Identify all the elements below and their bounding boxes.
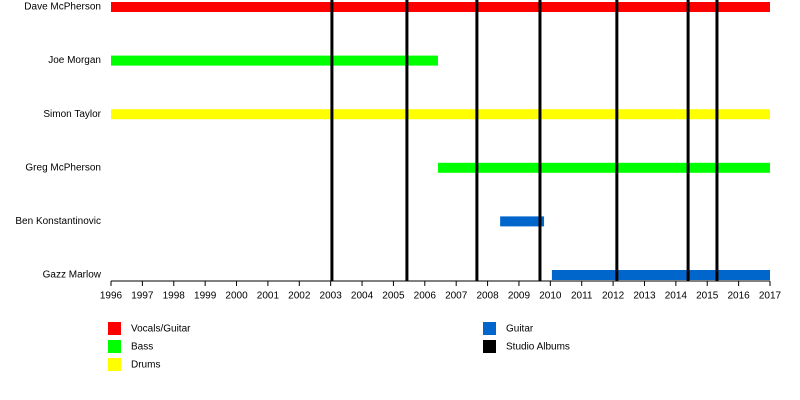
legend-label: Studio Albums <box>506 342 570 353</box>
member-label: Simon Taylor <box>43 109 101 120</box>
x-tick-label: 2006 <box>414 291 437 302</box>
x-tick-label: 2007 <box>445 291 468 302</box>
member-label: Gazz Marlow <box>43 270 102 281</box>
x-tick-label: 2008 <box>476 291 499 302</box>
tenure-bar <box>111 55 438 66</box>
tenure-bar <box>551 270 770 280</box>
legend-label: Drums <box>131 360 160 371</box>
tenure-bar <box>437 162 770 173</box>
member-label: Dave McPherson <box>24 2 101 13</box>
x-tick-label: 1999 <box>194 291 217 302</box>
tenure-bar <box>111 109 770 120</box>
x-tick-label: 2004 <box>351 291 374 302</box>
tenure-bar <box>111 2 770 12</box>
tenure-bar <box>500 216 545 227</box>
x-tick-label: 2003 <box>320 291 343 302</box>
x-tick-label: 2017 <box>759 291 782 302</box>
x-tick-label: 2014 <box>665 291 688 302</box>
x-tick-label: 2016 <box>727 291 750 302</box>
legend-swatch <box>108 358 121 371</box>
x-tick-label: 2011 <box>571 291 593 302</box>
legend-swatch <box>483 340 496 353</box>
x-tick-label: 2001 <box>257 291 280 302</box>
legend-label: Bass <box>131 342 153 353</box>
x-tick-label: 1997 <box>131 291 154 302</box>
legend-swatch <box>108 322 121 335</box>
x-tick-label: 1996 <box>100 291 123 302</box>
member-label: Ben Konstantinovic <box>15 216 101 227</box>
x-tick-label: 2005 <box>382 291 405 302</box>
member-label: Joe Morgan <box>48 55 101 66</box>
x-tick-label: 2002 <box>288 291 311 302</box>
legend-swatch <box>108 340 121 353</box>
legend-swatch <box>483 322 496 335</box>
member-label: Greg McPherson <box>25 162 101 173</box>
x-tick-label: 2015 <box>696 291 719 302</box>
x-tick-label: 2000 <box>225 291 248 302</box>
legend-label: Vocals/Guitar <box>131 324 191 335</box>
x-tick-label: 2010 <box>539 291 562 302</box>
x-tick-label: 2009 <box>508 291 531 302</box>
legend-label: Guitar <box>506 324 534 335</box>
x-tick-label: 2013 <box>633 291 656 302</box>
x-tick-label: 2012 <box>602 291 625 302</box>
x-tick-label: 1998 <box>163 291 186 302</box>
